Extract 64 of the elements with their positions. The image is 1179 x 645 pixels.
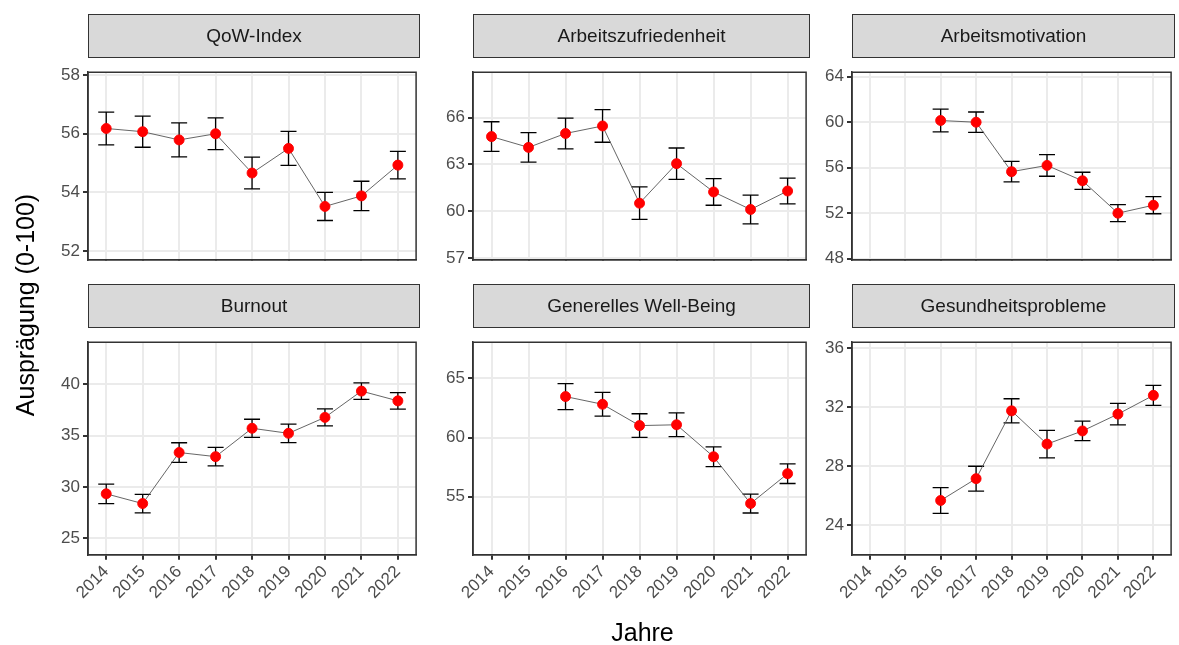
chart-title: Burnout xyxy=(88,284,420,328)
y-tick-label: 55 xyxy=(446,486,465,506)
point xyxy=(1041,438,1053,450)
chart-title: Arbeitszufriedenheit xyxy=(473,14,810,58)
y-tick-label: 60 xyxy=(825,111,844,131)
y-tick-label: 65 xyxy=(446,368,465,388)
point xyxy=(283,142,294,154)
point xyxy=(671,419,683,431)
point xyxy=(560,391,571,403)
point xyxy=(1147,389,1159,401)
point xyxy=(634,197,645,209)
point xyxy=(671,158,683,170)
point xyxy=(319,201,331,212)
y-tick-label: 35 xyxy=(61,425,80,445)
y-tick-label: 64 xyxy=(825,66,844,86)
y-tick-label: 58 xyxy=(61,64,80,84)
point xyxy=(1041,159,1053,171)
y-tick-label: 66 xyxy=(446,107,465,127)
y-tick-label: 48 xyxy=(825,248,844,268)
point xyxy=(745,204,757,215)
point xyxy=(935,495,947,506)
y-tick-label: 52 xyxy=(61,240,80,260)
point xyxy=(100,123,112,134)
point xyxy=(970,473,982,485)
point xyxy=(782,185,794,197)
point xyxy=(355,190,367,202)
point xyxy=(634,420,645,432)
y-tick-label: 28 xyxy=(825,455,844,475)
y-tick-label: 52 xyxy=(825,202,844,222)
point xyxy=(597,120,608,132)
y-tick-label: 56 xyxy=(825,157,844,177)
y-tick-label: 54 xyxy=(61,182,80,202)
y-tick-label: 36 xyxy=(825,337,844,357)
point xyxy=(392,159,404,171)
y-tick-label: 56 xyxy=(61,123,80,143)
x-axis-title: Jahre xyxy=(611,618,674,645)
point xyxy=(1006,166,1017,178)
point xyxy=(935,115,947,126)
point xyxy=(1006,405,1017,417)
point xyxy=(708,186,720,198)
y-axis-title: Ausprägung (0-100) xyxy=(10,193,40,417)
point xyxy=(523,141,534,153)
chart-title: Arbeitsmotivation xyxy=(852,14,1175,58)
y-tick-label: 40 xyxy=(61,374,80,393)
y-tick-label: 57 xyxy=(446,247,465,267)
y-tick-label: 24 xyxy=(825,514,844,534)
chart-title: Gesundheitsprobleme xyxy=(852,284,1175,328)
point xyxy=(597,398,608,410)
point xyxy=(1112,408,1124,420)
point xyxy=(173,134,185,146)
y-tick-label: 25 xyxy=(61,528,80,548)
chart-title: QoW-Index xyxy=(88,14,420,58)
point xyxy=(246,167,258,179)
point xyxy=(137,126,149,138)
point xyxy=(560,128,571,139)
y-tick-label: 32 xyxy=(825,396,844,416)
y-tick-label: 63 xyxy=(446,154,465,174)
y-tick-label: 60 xyxy=(446,427,465,447)
point xyxy=(486,131,497,143)
y-tick-label: 30 xyxy=(61,476,80,496)
chart-title: Generelles Well-Being xyxy=(473,284,810,328)
y-tick-label: 60 xyxy=(446,201,465,221)
point xyxy=(210,128,222,140)
point xyxy=(970,116,982,128)
